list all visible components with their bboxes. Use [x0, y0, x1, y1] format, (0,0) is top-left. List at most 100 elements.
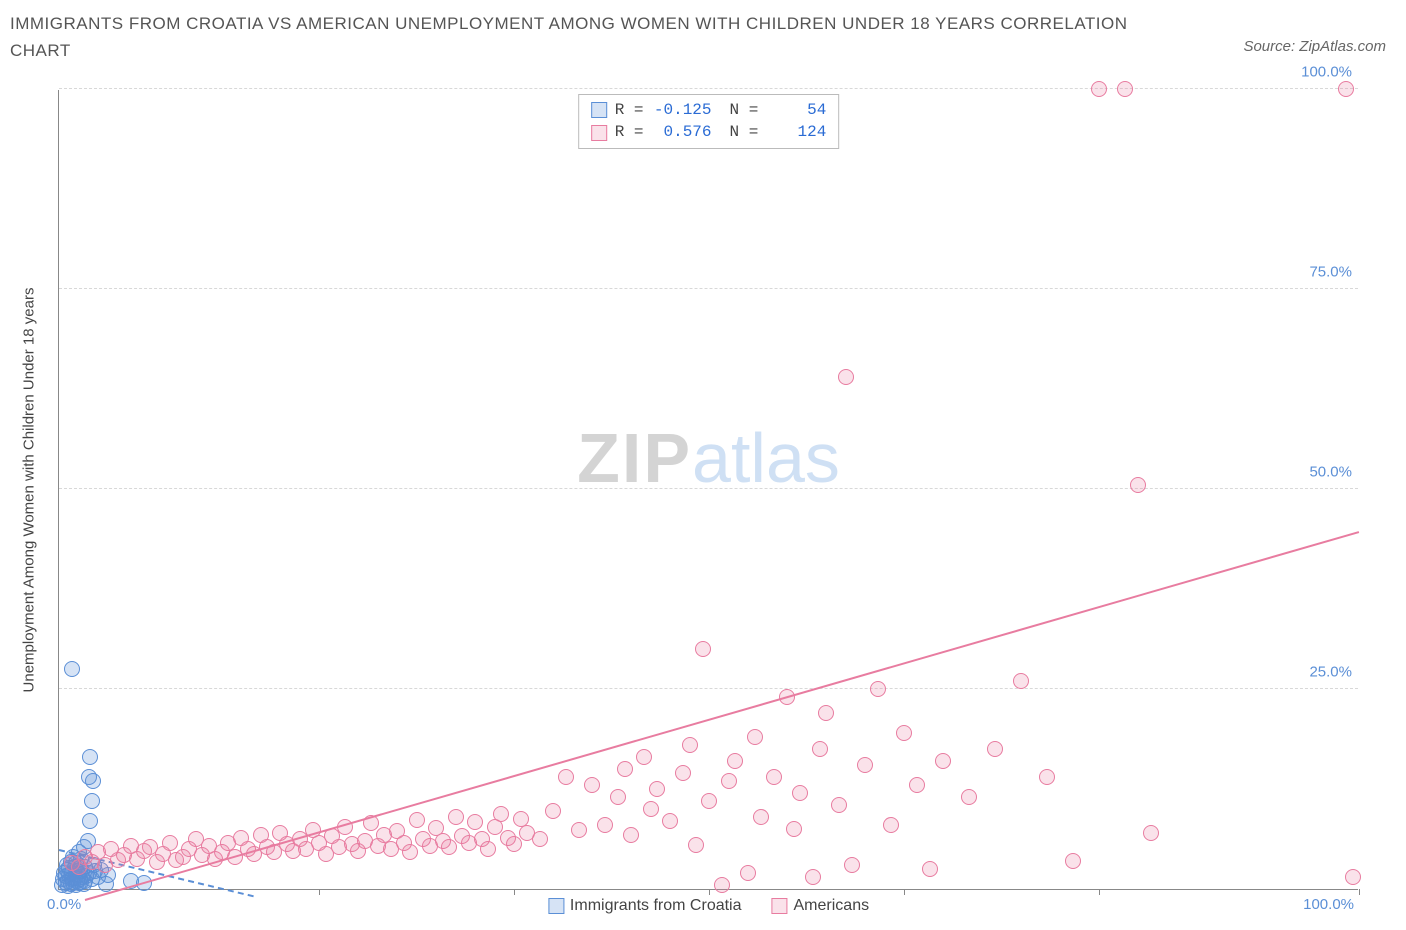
point-croatia: [64, 661, 80, 677]
y-axis-title: Unemployment Among Women with Children U…: [21, 287, 38, 692]
x-origin-label: 0.0%: [47, 896, 81, 913]
legend-n-label: N =: [730, 99, 759, 121]
point-american: [1039, 769, 1055, 785]
gridline: [59, 688, 1358, 689]
point-american: [721, 773, 737, 789]
chart-title: IMMIGRANTS FROM CROATIA VS AMERICAN UNEM…: [10, 10, 1130, 64]
series-legend-item: Americans: [772, 897, 870, 915]
point-american: [786, 821, 802, 837]
point-american: [688, 837, 704, 853]
point-american: [1117, 81, 1133, 97]
x-tick: [319, 889, 320, 895]
point-american: [480, 841, 496, 857]
point-american: [831, 797, 847, 813]
legend-swatch: [772, 898, 788, 914]
point-croatia: [82, 813, 98, 829]
point-american: [1130, 477, 1146, 493]
point-american: [682, 737, 698, 753]
legend-n-label: N =: [730, 121, 759, 143]
point-american: [532, 831, 548, 847]
plot-area: Unemployment Among Women with Children U…: [58, 90, 1358, 890]
point-american: [857, 757, 873, 773]
point-american: [571, 822, 587, 838]
legend-n-value: 54: [766, 99, 826, 121]
point-american: [448, 809, 464, 825]
legend-n-value: 124: [766, 121, 826, 143]
point-american: [1091, 81, 1107, 97]
point-american: [493, 806, 509, 822]
point-american: [695, 641, 711, 657]
point-american: [766, 769, 782, 785]
stats-legend: R = -0.125 N = 54R = 0.576 N = 124: [578, 94, 840, 149]
point-american: [701, 793, 717, 809]
point-american: [617, 761, 633, 777]
point-american: [162, 835, 178, 851]
point-american: [610, 789, 626, 805]
point-american: [584, 777, 600, 793]
point-american: [883, 817, 899, 833]
y-tick-label: 75.0%: [1309, 264, 1352, 281]
point-american: [935, 753, 951, 769]
point-american: [747, 729, 763, 745]
stats-legend-row: R = 0.576 N = 124: [591, 121, 827, 143]
stats-legend-row: R =-0.125N =54: [591, 99, 827, 121]
point-american: [740, 865, 756, 881]
point-american: [441, 839, 457, 855]
y-tick-label: 100.0%: [1301, 64, 1352, 81]
point-american: [1013, 673, 1029, 689]
watermark-atlas: atlas: [692, 419, 840, 497]
legend-r-label: R =: [615, 121, 644, 143]
point-croatia: [82, 749, 98, 765]
point-american: [818, 705, 834, 721]
series-legend: Immigrants from Croatia Americans: [548, 897, 869, 915]
point-american: [870, 681, 886, 697]
series-legend-item: Immigrants from Croatia: [548, 897, 742, 915]
point-american: [909, 777, 925, 793]
point-croatia: [84, 793, 100, 809]
source-attribution: Source: ZipAtlas.com: [1243, 38, 1386, 55]
trendline-american: [85, 531, 1360, 901]
point-american: [792, 785, 808, 801]
point-american: [812, 741, 828, 757]
y-tick-label: 25.0%: [1309, 664, 1352, 681]
gridline: [59, 488, 1358, 489]
legend-swatch: [591, 125, 607, 141]
legend-r-value: -0.125: [652, 99, 712, 121]
point-american: [1065, 853, 1081, 869]
series-legend-label: Americans: [794, 897, 870, 914]
x-tick: [904, 889, 905, 895]
point-american: [1345, 869, 1361, 885]
point-american: [961, 789, 977, 805]
point-american: [675, 765, 691, 781]
point-american: [838, 369, 854, 385]
x-tick: [709, 889, 710, 895]
point-croatia: [81, 769, 97, 785]
point-american: [467, 814, 483, 830]
y-tick-label: 50.0%: [1309, 464, 1352, 481]
point-american: [714, 877, 730, 893]
point-american: [636, 749, 652, 765]
point-american: [545, 803, 561, 819]
point-american: [727, 753, 743, 769]
point-american: [922, 861, 938, 877]
watermark: ZIPatlas: [577, 418, 840, 498]
point-american: [662, 813, 678, 829]
point-american: [805, 869, 821, 885]
legend-swatch: [591, 102, 607, 118]
correlation-chart: IMMIGRANTS FROM CROATIA VS AMERICAN UNEM…: [10, 10, 1396, 920]
gridline: [59, 88, 1358, 89]
point-american: [987, 741, 1003, 757]
point-american: [1338, 81, 1354, 97]
point-american: [597, 817, 613, 833]
x-tick: [1359, 889, 1360, 895]
series-legend-label: Immigrants from Croatia: [570, 897, 742, 914]
point-american: [506, 836, 522, 852]
point-american: [753, 809, 769, 825]
point-american: [558, 769, 574, 785]
legend-r-value: 0.576: [652, 121, 712, 143]
x-tick: [1099, 889, 1100, 895]
point-american: [844, 857, 860, 873]
legend-swatch: [548, 898, 564, 914]
point-american: [402, 844, 418, 860]
point-american: [1143, 825, 1159, 841]
